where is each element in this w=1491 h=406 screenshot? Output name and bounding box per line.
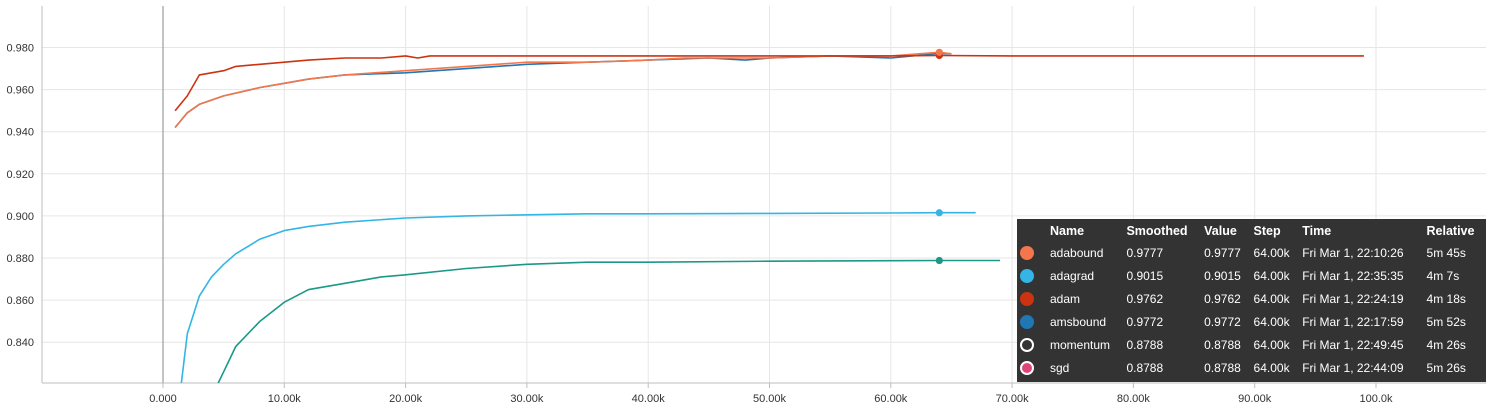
tooltip-cell-name: amsbound [1050, 314, 1107, 329]
tooltip-cell-value: 0.8788 [1204, 360, 1241, 375]
x-tick-label: 30.00k [510, 393, 544, 405]
x-tick-label: 0.000 [149, 393, 177, 405]
chart-series [174, 51, 1364, 383]
tooltip-cell-relative: 5m 52s [1426, 314, 1466, 329]
tooltip-cell-smoothed: 0.9777 [1126, 245, 1164, 260]
tooltip-row-sgd: sgd 0.8788 0.8788 64.00k Fri Mar 1, 22:44:09… [1017, 356, 1486, 379]
tooltip-cell-relative: 4m 26s [1426, 337, 1466, 352]
tooltip-rows: adabound 0.9777 0.9777 64.00k Fri Mar 1, 22:… [1017, 241, 1486, 379]
tooltip-row-adabound: adabound 0.9777 0.9777 64.00k Fri Mar 1, 22:… [1017, 241, 1486, 264]
y-tick-label: 0.960 [6, 85, 34, 97]
y-tick-label: 0.880 [6, 253, 34, 265]
tooltip-cell-value: 0.9777 [1204, 245, 1241, 260]
tooltip-cell-step: 64.00k [1253, 337, 1290, 352]
tooltip-cell-value: 0.8788 [1204, 337, 1241, 352]
tooltip-cell-name: adabound [1050, 245, 1104, 260]
tooltip-cell-time: Fri Mar 1, 22:24:19 [1302, 291, 1404, 306]
tooltip-row-adam: adam 0.9762 0.9762 64.00k Fri Mar 1, 22:24:1… [1017, 287, 1486, 310]
x-tick-label: 10.00k [268, 393, 302, 405]
y-tick-label: 0.940 [6, 127, 34, 139]
series-line-adagrad [180, 211, 976, 383]
series-line-amsbound [174, 52, 952, 129]
tooltip-cell-smoothed: 0.9015 [1126, 268, 1164, 283]
x-tick-label: 40.00k [632, 393, 666, 405]
tooltip-swatch-cell [1017, 310, 1047, 333]
tooltip-cell-value: 0.9015 [1204, 268, 1241, 283]
tooltip-swatch-cell [1017, 287, 1047, 310]
tooltip-swatch-cell [1017, 264, 1047, 287]
tooltip-swatch-cell [1017, 356, 1047, 379]
tooltip-cell-name: adagrad [1050, 268, 1095, 283]
tooltip-cell-step: 64.00k [1253, 314, 1290, 329]
tooltip-header-value: Value [1204, 224, 1237, 238]
y-axis-tick-labels: 0.840 0.860 0.880 0.900 0.920 0.940 0.960 0.980 [6, 43, 34, 350]
tooltip-row-adagrad: adagrad 0.9015 0.9015 64.00k Fri Mar 1, 22:3… [1017, 264, 1486, 287]
tooltip-cell-time: Fri Mar 1, 22:49:45 [1302, 337, 1404, 352]
tooltip-cell-value: 0.9772 [1204, 314, 1241, 329]
tooltip-swatch-cell [1017, 333, 1047, 356]
hover-point-momentum [935, 256, 943, 265]
tooltip-cell-step: 64.00k [1253, 245, 1290, 260]
y-tick-label: 0.900 [6, 211, 34, 223]
series-color-swatch [1020, 360, 1034, 375]
x-tick-label: 50.00k [753, 393, 787, 405]
tooltip-cell-time: Fri Mar 1, 22:35:35 [1302, 268, 1404, 283]
series-color-swatch [1020, 245, 1034, 260]
x-axis-tick-labels: 0.000 10.00k 20.00k 30.00k 40.00k 50.00k 60.00… [149, 393, 1393, 405]
hover-point-adabound [935, 48, 943, 56]
chart-hover-markers [935, 48, 943, 265]
tooltip-cell-time: Fri Mar 1, 22:17:59 [1302, 314, 1404, 329]
tooltip-cell-relative: 5m 45s [1426, 245, 1466, 260]
tooltip-cell-step: 64.00k [1253, 291, 1290, 306]
hover-tooltip: Name Smoothed Value Step Time Relative a… [1017, 219, 1486, 382]
series-color-swatch [1020, 314, 1034, 329]
y-tick-label: 0.920 [6, 169, 34, 181]
tooltip-swatch-header [1017, 219, 1047, 241]
series-line-momentum [217, 259, 1000, 383]
tooltip-cell-name: momentum [1050, 337, 1111, 352]
x-tick-label: 70.00k [996, 393, 1030, 405]
tooltip-cell-relative: 4m 7s [1426, 268, 1460, 283]
tooltip-cell-value: 0.9762 [1204, 291, 1241, 306]
tooltip-cell-name: adam [1050, 291, 1081, 306]
series-color-swatch [1020, 337, 1034, 352]
tooltip-cell-time: Fri Mar 1, 22:44:09 [1302, 360, 1404, 375]
tooltip-row-amsbound: amsbound 0.9772 0.9772 64.00k Fri Mar 1, 22:… [1017, 310, 1486, 333]
tooltip-cell-relative: 5m 26s [1426, 360, 1466, 375]
tooltip-cell-time: Fri Mar 1, 22:10:26 [1302, 245, 1404, 260]
tooltip-cell-smoothed: 0.9762 [1126, 291, 1164, 306]
tooltip-cell-step: 64.00k [1253, 268, 1290, 283]
tooltip-cell-smoothed: 0.9772 [1126, 314, 1164, 329]
y-tick-label: 0.860 [6, 295, 34, 307]
series-line-adam [174, 54, 1364, 112]
tooltip-header-step: Step [1253, 224, 1281, 238]
tooltip-header-time: Time [1302, 224, 1332, 238]
x-tick-label: 80.00k [1117, 393, 1151, 405]
tooltip-cell-step: 64.00k [1253, 360, 1290, 375]
x-tick-label: 90.00k [1238, 393, 1272, 405]
tooltip-header-row: Name Smoothed Value Step Time Relative [1017, 219, 1486, 241]
tooltip-cell-name: sgd [1050, 360, 1070, 375]
x-tick-label: 60.00k [874, 393, 908, 405]
tooltip-table: Name Smoothed Value Step Time Relative a… [1017, 219, 1486, 379]
tooltip-header-name: Name [1050, 224, 1085, 238]
chart-axes [41, 6, 1486, 388]
x-tick-label: 20.00k [389, 393, 423, 405]
tooltip-header-smoothed: Smoothed [1126, 224, 1188, 238]
tooltip-cell-smoothed: 0.8788 [1126, 360, 1164, 375]
series-color-swatch [1020, 291, 1034, 306]
hover-point-adagrad [935, 209, 943, 217]
tooltip-header-relative: Relative [1426, 224, 1475, 238]
tooltip-cell-smoothed: 0.8788 [1126, 337, 1164, 352]
tooltip-cell-relative: 4m 18s [1426, 291, 1466, 306]
tooltip-row-momentum: momentum 0.8788 0.8788 64.00k Fri Mar 1, 22:… [1017, 333, 1486, 356]
series-color-swatch [1020, 268, 1034, 283]
y-tick-label: 0.980 [6, 43, 34, 55]
y-tick-label: 0.840 [6, 337, 34, 349]
tooltip-swatch-cell [1017, 241, 1047, 264]
x-tick-label: 100.0k [1359, 393, 1393, 405]
